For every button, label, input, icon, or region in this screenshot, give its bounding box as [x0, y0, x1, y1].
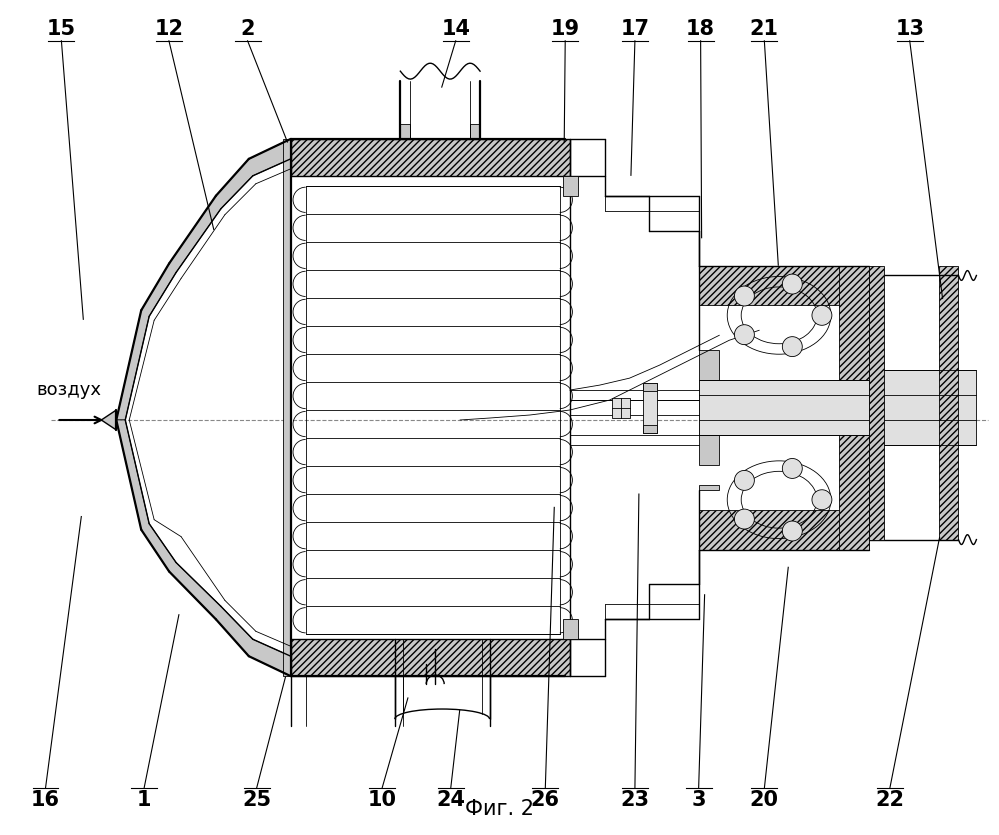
Text: 26: 26	[530, 790, 559, 810]
Bar	[938, 266, 958, 539]
Bar	[699, 485, 719, 490]
Bar	[611, 398, 629, 418]
Text: 14: 14	[442, 19, 471, 39]
Text: 20: 20	[750, 790, 779, 810]
Text: 1: 1	[137, 790, 151, 810]
Bar	[471, 124, 481, 139]
Polygon shape	[101, 410, 116, 430]
Text: 16: 16	[31, 790, 60, 810]
Circle shape	[812, 306, 832, 326]
Text: 13: 13	[895, 19, 924, 39]
Bar	[283, 139, 291, 676]
Text: 19: 19	[550, 19, 579, 39]
Bar	[401, 124, 411, 139]
Bar	[291, 640, 569, 676]
Text: воздух: воздух	[37, 381, 102, 399]
Text: 2: 2	[241, 19, 255, 39]
Bar	[699, 350, 719, 465]
Text: 17: 17	[620, 19, 649, 39]
Circle shape	[734, 286, 754, 306]
Bar	[291, 139, 569, 176]
Bar	[869, 266, 884, 539]
Text: 23: 23	[620, 790, 649, 810]
Bar	[642, 425, 657, 433]
Circle shape	[734, 509, 754, 529]
Bar	[839, 266, 869, 549]
Circle shape	[782, 521, 802, 541]
Polygon shape	[116, 420, 291, 676]
Circle shape	[782, 274, 802, 294]
Bar	[642, 383, 657, 433]
Bar	[869, 370, 976, 445]
Circle shape	[782, 337, 802, 357]
Circle shape	[734, 325, 754, 345]
Bar	[562, 620, 577, 640]
Text: 24: 24	[437, 790, 466, 810]
Bar	[562, 176, 577, 195]
Text: 22: 22	[875, 790, 904, 810]
Text: 3: 3	[691, 790, 706, 810]
Bar	[699, 380, 869, 435]
Text: Фиг. 2: Фиг. 2	[465, 799, 533, 818]
Bar	[699, 509, 869, 549]
Text: 18: 18	[686, 19, 715, 39]
Text: 12: 12	[155, 19, 184, 39]
Bar	[642, 383, 657, 391]
Circle shape	[734, 470, 754, 490]
Text: 15: 15	[47, 19, 76, 39]
Circle shape	[782, 458, 802, 478]
Text: 21: 21	[750, 19, 779, 39]
Circle shape	[812, 490, 832, 509]
Polygon shape	[116, 139, 291, 420]
Text: 10: 10	[368, 790, 397, 810]
Bar	[699, 266, 869, 306]
Text: 25: 25	[242, 790, 271, 810]
